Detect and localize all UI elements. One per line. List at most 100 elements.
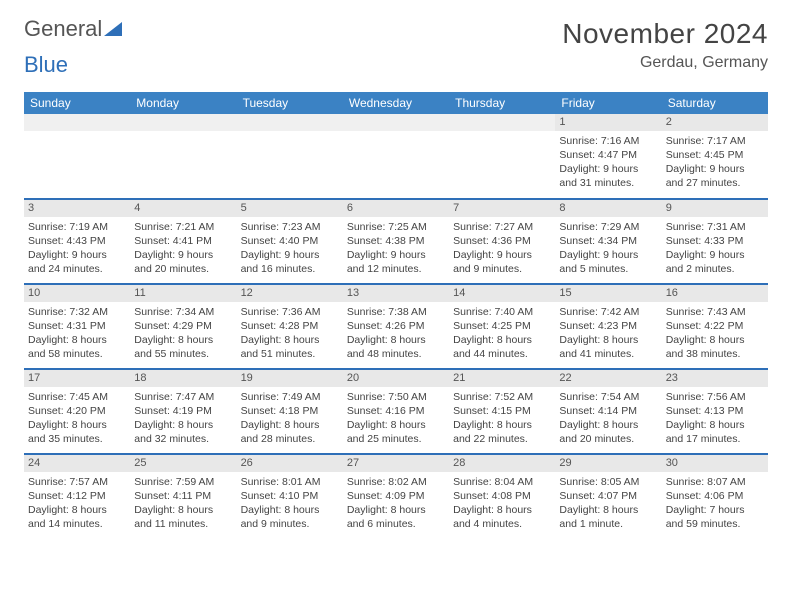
daylight-text: Daylight: 8 hours and 28 minutes. bbox=[241, 418, 339, 446]
day-number: 20 bbox=[343, 370, 449, 387]
day-number: 7 bbox=[449, 200, 555, 217]
day-number: 19 bbox=[237, 370, 343, 387]
sunset-text: Sunset: 4:07 PM bbox=[559, 489, 657, 503]
calendar-day-cell bbox=[130, 114, 236, 199]
day-info: Sunrise: 7:40 AMSunset: 4:25 PMDaylight:… bbox=[453, 305, 551, 362]
sunrise-text: Sunrise: 7:38 AM bbox=[347, 305, 445, 319]
calendar-day-cell: 7Sunrise: 7:27 AMSunset: 4:36 PMDaylight… bbox=[449, 199, 555, 284]
calendar-day-cell: 1 Sunrise: 7:16 AMSunset: 4:47 PMDaylight… bbox=[555, 114, 661, 199]
sunset-text: Sunset: 4:06 PM bbox=[666, 489, 764, 503]
sunrise-text: Sunrise: 7:52 AM bbox=[453, 390, 551, 404]
daylight-text: Daylight: 8 hours and 22 minutes. bbox=[453, 418, 551, 446]
daylight-text: Daylight: 8 hours and 51 minutes. bbox=[241, 333, 339, 361]
day-number: 23 bbox=[662, 370, 768, 387]
day-number: 27 bbox=[343, 455, 449, 472]
calendar-day-cell bbox=[24, 114, 130, 199]
sunset-text: Sunset: 4:12 PM bbox=[28, 489, 126, 503]
dayname-sat: Saturday bbox=[662, 92, 768, 114]
day-info: Sunrise: 7:34 AMSunset: 4:29 PMDaylight:… bbox=[134, 305, 232, 362]
sunset-text: Sunset: 4:47 PM bbox=[559, 148, 657, 162]
calendar-day-cell: 9Sunrise: 7:31 AMSunset: 4:33 PMDaylight… bbox=[662, 199, 768, 284]
sunset-text: Sunset: 4:11 PM bbox=[134, 489, 232, 503]
daylight-text: Daylight: 8 hours and 11 minutes. bbox=[134, 503, 232, 531]
calendar-week-row: 10Sunrise: 7:32 AMSunset: 4:31 PMDayligh… bbox=[24, 284, 768, 369]
sunset-text: Sunset: 4:13 PM bbox=[666, 404, 764, 418]
day-number: 28 bbox=[449, 455, 555, 472]
day-number: 9 bbox=[662, 200, 768, 217]
sunrise-text: Sunrise: 7:17 AM bbox=[666, 134, 764, 148]
calendar-day-cell: 2Sunrise: 7:17 AMSunset: 4:45 PMDaylight… bbox=[662, 114, 768, 199]
day-number: 24 bbox=[24, 455, 130, 472]
sunrise-text: Sunrise: 7:36 AM bbox=[241, 305, 339, 319]
day-number: 25 bbox=[130, 455, 236, 472]
sunset-text: Sunset: 4:26 PM bbox=[347, 319, 445, 333]
day-number: 6 bbox=[343, 200, 449, 217]
calendar-week-row: 17Sunrise: 7:45 AMSunset: 4:20 PMDayligh… bbox=[24, 369, 768, 454]
day-info: Sunrise: 7:25 AMSunset: 4:38 PMDaylight:… bbox=[347, 220, 445, 277]
daylight-text: Daylight: 9 hours and 27 minutes. bbox=[666, 162, 764, 190]
dayname-tue: Tuesday bbox=[237, 92, 343, 114]
calendar-day-cell: 17Sunrise: 7:45 AMSunset: 4:20 PMDayligh… bbox=[24, 369, 130, 454]
daylight-text: Daylight: 8 hours and 14 minutes. bbox=[28, 503, 126, 531]
calendar-day-cell: 22Sunrise: 7:54 AMSunset: 4:14 PMDayligh… bbox=[555, 369, 661, 454]
day-info: Sunrise: 7:45 AMSunset: 4:20 PMDaylight:… bbox=[28, 390, 126, 447]
day-info: Sunrise: 7:19 AMSunset: 4:43 PMDaylight:… bbox=[28, 220, 126, 277]
daylight-text: Daylight: 9 hours and 31 minutes. bbox=[559, 162, 657, 190]
calendar-day-cell: 3 Sunrise: 7:19 AMSunset: 4:43 PMDaylight… bbox=[24, 199, 130, 284]
calendar-day-cell: 12Sunrise: 7:36 AMSunset: 4:28 PMDayligh… bbox=[237, 284, 343, 369]
day-number: 21 bbox=[449, 370, 555, 387]
sunset-text: Sunset: 4:31 PM bbox=[28, 319, 126, 333]
day-info: Sunrise: 8:02 AMSunset: 4:09 PMDaylight:… bbox=[347, 475, 445, 532]
daylight-text: Daylight: 8 hours and 48 minutes. bbox=[347, 333, 445, 361]
calendar-day-cell bbox=[449, 114, 555, 199]
day-number bbox=[449, 114, 555, 131]
sunrise-text: Sunrise: 7:49 AM bbox=[241, 390, 339, 404]
day-number: 30 bbox=[662, 455, 768, 472]
day-info: Sunrise: 7:50 AMSunset: 4:16 PMDaylight:… bbox=[347, 390, 445, 447]
day-number: 4 bbox=[130, 200, 236, 217]
day-number: 26 bbox=[237, 455, 343, 472]
dayname-mon: Monday bbox=[130, 92, 236, 114]
calendar-day-cell: 15Sunrise: 7:42 AMSunset: 4:23 PMDayligh… bbox=[555, 284, 661, 369]
day-info: Sunrise: 7:38 AMSunset: 4:26 PMDaylight:… bbox=[347, 305, 445, 362]
calendar-day-cell: 28Sunrise: 8:04 AMSunset: 4:08 PMDayligh… bbox=[449, 454, 555, 539]
sunrise-text: Sunrise: 7:43 AM bbox=[666, 305, 764, 319]
daylight-text: Daylight: 8 hours and 1 minute. bbox=[559, 503, 657, 531]
sunrise-text: Sunrise: 7:40 AM bbox=[453, 305, 551, 319]
calendar-day-cell: 10Sunrise: 7:32 AMSunset: 4:31 PMDayligh… bbox=[24, 284, 130, 369]
sunrise-text: Sunrise: 8:07 AM bbox=[666, 475, 764, 489]
sunset-text: Sunset: 4:38 PM bbox=[347, 234, 445, 248]
sunset-text: Sunset: 4:14 PM bbox=[559, 404, 657, 418]
sunrise-text: Sunrise: 7:47 AM bbox=[134, 390, 232, 404]
sunrise-text: Sunrise: 7:42 AM bbox=[559, 305, 657, 319]
daylight-text: Daylight: 9 hours and 24 minutes. bbox=[28, 248, 126, 276]
calendar-day-cell: 19 Sunrise: 7:49 AMSunset: 4:18 PMDayligh… bbox=[237, 369, 343, 454]
day-number: 13 bbox=[343, 285, 449, 302]
calendar-day-cell: 5Sunrise: 7:23 AMSunset: 4:40 PMDaylight… bbox=[237, 199, 343, 284]
dayname-wed: Wednesday bbox=[343, 92, 449, 114]
day-number bbox=[343, 114, 449, 131]
logo-text-1: General bbox=[24, 18, 102, 40]
day-number: 22 bbox=[555, 370, 661, 387]
calendar-week-row: 3 Sunrise: 7:19 AMSunset: 4:43 PMDaylight… bbox=[24, 199, 768, 284]
sunrise-text: Sunrise: 7:19 AM bbox=[28, 220, 126, 234]
day-number: 3 bbox=[24, 200, 130, 217]
day-number bbox=[237, 114, 343, 131]
day-number: 1 bbox=[555, 114, 661, 131]
sunset-text: Sunset: 4:23 PM bbox=[559, 319, 657, 333]
day-info: Sunrise: 7:36 AMSunset: 4:28 PMDaylight:… bbox=[241, 305, 339, 362]
sunrise-text: Sunrise: 7:29 AM bbox=[559, 220, 657, 234]
sunrise-text: Sunrise: 7:16 AM bbox=[559, 134, 657, 148]
day-number: 18 bbox=[130, 370, 236, 387]
sunrise-text: Sunrise: 7:34 AM bbox=[134, 305, 232, 319]
calendar-day-cell: 8Sunrise: 7:29 AMSunset: 4:34 PMDaylight… bbox=[555, 199, 661, 284]
calendar-week-row: 1Sunrise: 7:16 AMSunset: 4:47 PMDaylight… bbox=[24, 114, 768, 199]
calendar-day-cell: 18Sunrise: 7:47 AMSunset: 4:19 PMDayligh… bbox=[130, 369, 236, 454]
daylight-text: Daylight: 8 hours and 41 minutes. bbox=[559, 333, 657, 361]
sunset-text: Sunset: 4:19 PM bbox=[134, 404, 232, 418]
daylight-text: Daylight: 8 hours and 58 minutes. bbox=[28, 333, 126, 361]
calendar-day-cell: 14Sunrise: 7:40 AMSunset: 4:25 PMDayligh… bbox=[449, 284, 555, 369]
day-number: 29 bbox=[555, 455, 661, 472]
day-number bbox=[130, 114, 236, 131]
sunset-text: Sunset: 4:18 PM bbox=[241, 404, 339, 418]
